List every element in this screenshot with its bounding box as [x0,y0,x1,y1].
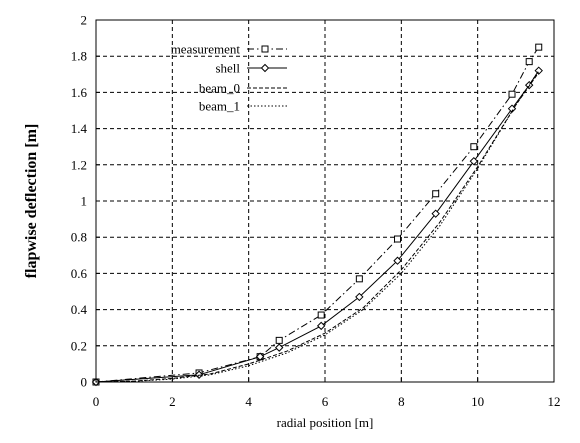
data-point-measurement [394,235,402,243]
tick-layer: 0 2 4 6 8 10 12 0 0.2 0.4 0.6 0.8 1 1.2 1.4 1.6 1.8 2 [71,13,561,410]
legend-item-beam-0: beam_0 [199,81,287,96]
y-tick-label: 0.2 [71,338,87,353]
y-axis-title: flapwise deflection [m] [23,124,40,279]
series-line-beam-1 [95,70,540,383]
data-point-measurement [535,43,543,51]
series-line-beam-0 [95,72,540,383]
data-point-shell [469,156,479,166]
y-tick-label: 1 [81,194,88,209]
x-tick-label: 8 [398,394,405,409]
data-point-measurement [317,311,325,319]
x-tick-label: 6 [322,394,329,409]
y-tick-label: 1.2 [71,157,87,172]
y-tick-label: 2 [81,13,88,28]
series-measurement [92,43,543,386]
data-point-measurement [525,58,533,66]
y-tick-label: 1.6 [71,85,88,100]
legend-label: beam_0 [199,81,240,96]
data-point-measurement [275,336,283,344]
x-tick-label: 0 [93,394,100,409]
data-point-shell [255,352,265,361]
series-beam-0 [95,72,540,383]
legend-label: beam_1 [199,99,240,114]
y-tick-label: 0.8 [71,230,87,245]
y-tick-label: 1.4 [71,121,88,136]
series-beam-1 [95,70,540,383]
legend-item-shell: shell [215,61,287,76]
data-point-measurement [470,143,478,151]
y-tick-label: 0 [81,375,88,390]
y-tick-label: 0.6 [71,266,88,281]
x-axis-title: radial position [m] [277,415,374,430]
x-tick-label: 10 [471,394,484,409]
data-point-measurement [355,275,363,283]
legend-marker [261,45,269,53]
data-point-shell [431,209,440,218]
y-tick-label: 1.8 [71,49,87,64]
series-line-measurement [95,46,540,383]
legend-item-beam-1: beam_1 [199,99,287,114]
series-line-shell [95,70,540,383]
legend-label: shell [215,61,240,76]
y-tick-label: 0.4 [71,302,88,317]
data-point-shell [355,292,364,302]
legend-label: measurement [171,42,241,57]
x-tick-label: 4 [245,394,252,409]
data-point-shell [393,256,402,265]
x-tick-label: 12 [548,394,561,409]
data-point-shell [316,321,326,331]
x-tick-label: 2 [169,394,176,409]
series-layer [91,43,543,387]
plot-frame [95,19,555,383]
data-point-shell [274,343,284,352]
series-shell [91,66,543,387]
legend: measurement shell beam_0 beam_1 [171,42,287,114]
grid-layer [96,20,554,382]
data-point-measurement [508,90,516,98]
data-point-measurement [432,190,440,198]
legend-marker [260,63,270,73]
legend-item-measurement: measurement [171,42,287,57]
